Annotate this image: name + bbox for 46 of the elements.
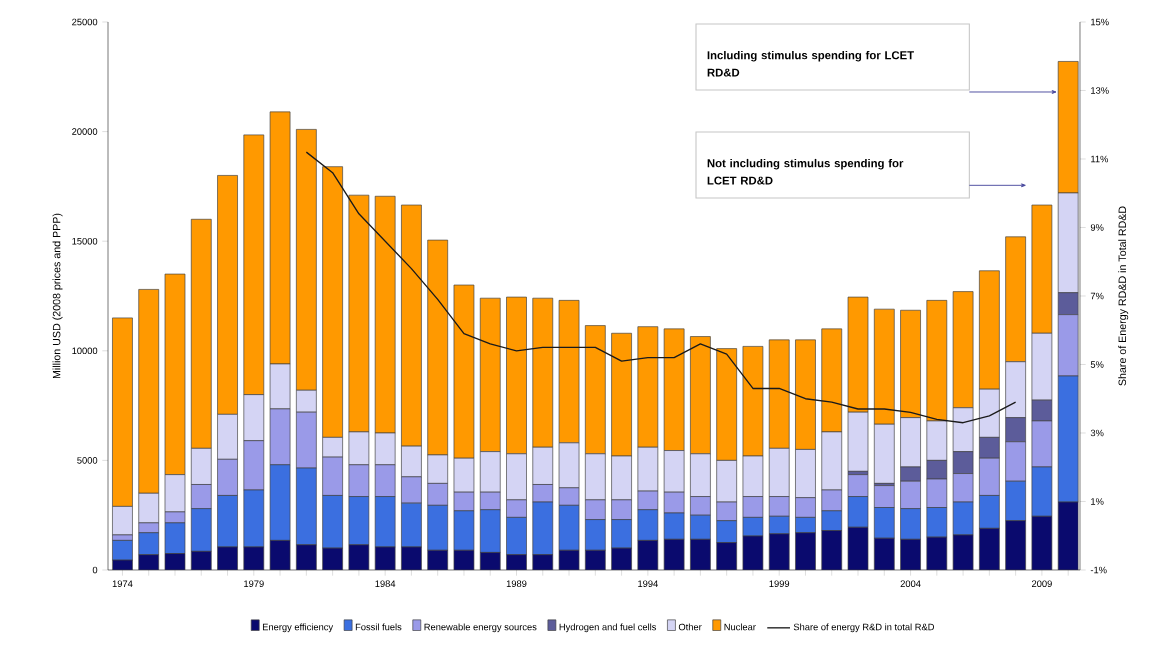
y2-tick-label: 15% (1091, 18, 1109, 26)
bar (690, 538, 711, 570)
x-tick-label: 1999 (769, 580, 790, 587)
y2-tick-label: -1% (1090, 566, 1107, 574)
x-tick-label: 2004 (900, 580, 921, 587)
legend-label: Renewable energy sources (424, 623, 537, 633)
legend-label: Fossil fuels (355, 623, 402, 631)
bar (926, 536, 948, 570)
y2-tick-label: 3% (1090, 429, 1104, 437)
y-tick-label: 0 (92, 566, 98, 574)
y2-tick-label: 13% (1091, 87, 1109, 94)
legend-label: Nuclear (724, 623, 756, 631)
bar (1005, 520, 1026, 570)
legend-label: Hydrogen and fuel cells (559, 623, 657, 633)
y2-tick-label: 11% (1091, 155, 1109, 163)
legend-label: Other (678, 623, 702, 631)
annotation: Including stimulus spending for LCET RD&D (707, 50, 914, 77)
y2-axis-title: Share of Energy RD&D in Total RD&D (1118, 206, 1129, 386)
bar (1057, 501, 1079, 570)
x-tick-label: 2009 (1031, 580, 1052, 587)
x-tick-label: 1994 (638, 580, 658, 587)
y-axis-title: Million USD (2008 prices and PPP) (52, 213, 63, 379)
legend-label: Share of energy R&D in total R&D (793, 623, 934, 633)
y-tick-label: 5000 (77, 457, 98, 464)
y-tick-label: 15000 (72, 237, 98, 245)
x-tick-label: 1974 (112, 580, 133, 587)
bar (873, 537, 895, 570)
bar (795, 532, 816, 570)
y-tick-label: 20000 (72, 128, 98, 135)
y2-tick-label: 5% (1090, 361, 1104, 368)
x-tick-label: 1989 (506, 580, 527, 587)
bar (900, 538, 921, 570)
bar (296, 544, 317, 570)
y-tick-label: 25000 (72, 18, 98, 26)
y2-tick-label: 1% (1091, 498, 1104, 505)
x-tick-label: 1979 (244, 580, 264, 587)
bar (979, 528, 1000, 570)
legend-label: Energy efficiency (262, 623, 334, 633)
x-tick-label: 1984 (375, 580, 396, 587)
annotation: Not including stimulus spending for LCET RD&D (707, 158, 904, 185)
bar (716, 542, 737, 570)
bar (821, 530, 843, 570)
y2-tick-label: 7% (1090, 292, 1104, 300)
y-tick-label: 10000 (72, 347, 98, 355)
bar (768, 533, 790, 570)
y2-tick-label: 9% (1090, 224, 1104, 231)
